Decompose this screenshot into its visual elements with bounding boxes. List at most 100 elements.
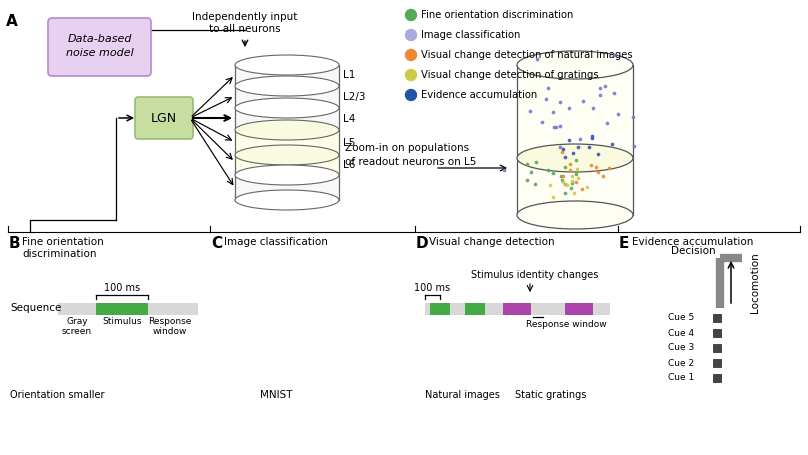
Circle shape bbox=[406, 30, 416, 40]
Point bbox=[571, 174, 584, 182]
Polygon shape bbox=[235, 86, 339, 108]
Point bbox=[566, 149, 579, 157]
Bar bbox=[425, 303, 610, 315]
Text: L6: L6 bbox=[343, 160, 356, 170]
Text: Cue 2: Cue 2 bbox=[668, 359, 694, 368]
Point bbox=[576, 97, 589, 104]
Point bbox=[601, 120, 614, 127]
Point bbox=[557, 178, 570, 186]
Point bbox=[530, 55, 543, 62]
Point bbox=[539, 95, 552, 102]
Text: Sequence: Sequence bbox=[10, 303, 61, 313]
Ellipse shape bbox=[235, 55, 339, 75]
Ellipse shape bbox=[235, 120, 339, 140]
Point bbox=[627, 142, 640, 150]
Ellipse shape bbox=[235, 165, 339, 185]
Text: E: E bbox=[619, 236, 629, 251]
Circle shape bbox=[406, 70, 416, 81]
Polygon shape bbox=[517, 65, 633, 215]
Ellipse shape bbox=[235, 98, 339, 118]
Text: Static gratings: Static gratings bbox=[515, 390, 587, 400]
Bar bbox=[430, 303, 450, 315]
Point bbox=[597, 172, 610, 179]
Point bbox=[605, 140, 618, 147]
Bar bbox=[565, 303, 593, 315]
Point bbox=[566, 177, 579, 185]
Text: MNIST: MNIST bbox=[260, 390, 292, 400]
Text: Cue 5: Cue 5 bbox=[668, 313, 694, 323]
Point bbox=[627, 113, 640, 120]
Text: L1: L1 bbox=[343, 71, 356, 81]
Point bbox=[603, 164, 616, 172]
Point bbox=[556, 149, 569, 156]
Point bbox=[542, 167, 555, 174]
Point bbox=[568, 189, 581, 196]
Text: V1 model: V1 model bbox=[260, 58, 314, 68]
Point bbox=[563, 136, 576, 143]
Point bbox=[558, 190, 571, 197]
Text: Fine orientation discrimination: Fine orientation discrimination bbox=[421, 10, 574, 20]
Point bbox=[554, 172, 567, 180]
FancyBboxPatch shape bbox=[135, 97, 193, 139]
Text: Evidence accumulation: Evidence accumulation bbox=[632, 237, 753, 247]
Point bbox=[572, 144, 585, 151]
Point bbox=[558, 180, 571, 187]
Text: L5: L5 bbox=[343, 137, 356, 147]
Point bbox=[574, 136, 587, 143]
Ellipse shape bbox=[517, 51, 633, 79]
Point bbox=[593, 85, 606, 92]
Text: LGN: LGN bbox=[151, 111, 177, 125]
Text: Image classification: Image classification bbox=[421, 30, 520, 40]
Point bbox=[558, 164, 571, 171]
Point bbox=[608, 52, 621, 59]
Point bbox=[563, 167, 576, 174]
Text: Cue 1: Cue 1 bbox=[668, 374, 694, 383]
Bar bbox=[465, 303, 485, 315]
Text: L4: L4 bbox=[343, 114, 356, 124]
Point bbox=[585, 161, 598, 168]
Point bbox=[557, 172, 570, 180]
Text: 100 ms: 100 ms bbox=[415, 283, 451, 293]
Point bbox=[608, 89, 621, 96]
Text: Visual change detection of natural images: Visual change detection of natural image… bbox=[421, 50, 633, 60]
Text: C: C bbox=[211, 236, 222, 251]
Bar bbox=[713, 329, 721, 337]
Point bbox=[524, 107, 537, 115]
Text: Gray
screen: Gray screen bbox=[62, 317, 92, 336]
Text: Natural images: Natural images bbox=[425, 390, 500, 400]
Point bbox=[583, 144, 595, 151]
Point bbox=[576, 185, 589, 192]
Ellipse shape bbox=[517, 144, 633, 172]
FancyBboxPatch shape bbox=[48, 18, 151, 76]
Text: Stimulus identity changes: Stimulus identity changes bbox=[471, 270, 599, 280]
Point bbox=[525, 168, 538, 175]
Text: Locomotion: Locomotion bbox=[750, 253, 760, 313]
Point bbox=[580, 183, 593, 191]
Ellipse shape bbox=[235, 190, 339, 210]
Point bbox=[529, 158, 542, 165]
Polygon shape bbox=[235, 155, 339, 175]
Point bbox=[541, 84, 554, 91]
Point bbox=[564, 160, 577, 167]
Point bbox=[535, 118, 548, 126]
Point bbox=[543, 182, 556, 189]
Ellipse shape bbox=[235, 76, 339, 96]
Circle shape bbox=[406, 50, 416, 61]
Polygon shape bbox=[235, 108, 339, 130]
Point bbox=[557, 145, 570, 152]
Point bbox=[591, 151, 604, 158]
Bar bbox=[96, 303, 148, 315]
Point bbox=[599, 83, 612, 90]
Text: Evidence accumulation: Evidence accumulation bbox=[421, 90, 537, 100]
Text: Response window: Response window bbox=[526, 320, 606, 329]
Text: Zoom-in on populations
of readout neurons on L5: Zoom-in on populations of readout neuron… bbox=[345, 143, 477, 167]
Point bbox=[546, 193, 559, 201]
Text: Visual change detection: Visual change detection bbox=[429, 237, 554, 247]
Text: Cue 3: Cue 3 bbox=[668, 344, 694, 353]
Point bbox=[564, 184, 577, 192]
Point bbox=[591, 168, 604, 175]
Point bbox=[498, 166, 511, 173]
Point bbox=[558, 153, 571, 160]
Point bbox=[553, 98, 566, 106]
Ellipse shape bbox=[235, 145, 339, 165]
